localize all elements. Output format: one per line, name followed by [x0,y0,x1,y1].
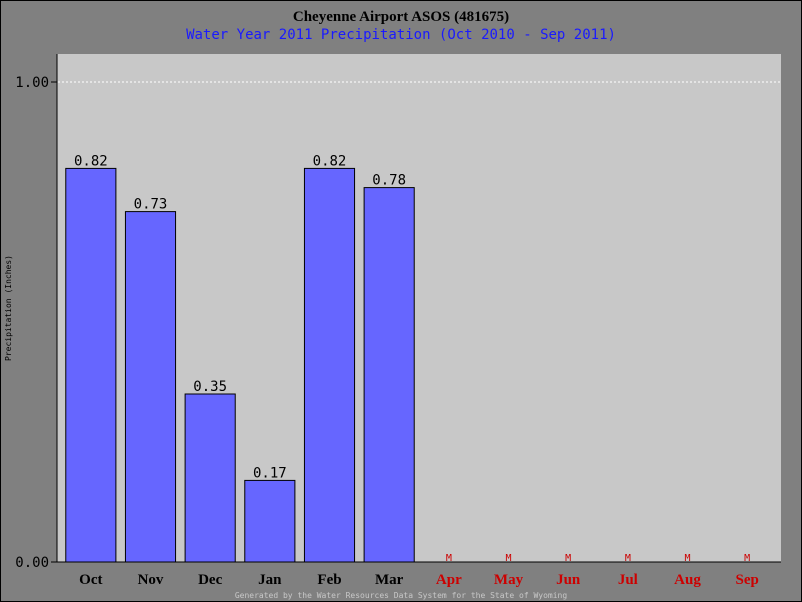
chart-subtitle: Water Year 2011 Precipitation (Oct 2010 … [186,27,616,43]
missing-marker-sep: M [744,553,750,564]
x-tick-label-feb: Feb [317,572,341,588]
x-tick-label-jun: Jun [556,572,581,588]
bar-dec [184,393,236,563]
y-ticks: 0.00 1.00 [15,75,57,571]
x-tick-label-dec: Dec [198,572,222,588]
bar-oct [65,167,117,563]
footer-credit: Generated by the Water Resources Data Sy… [235,591,568,600]
x-tick-labels: Oct Nov Dec Jan Feb Mar Apr May Jun Jul Aug Sep [79,572,759,588]
x-tick-label-mar: Mar [375,572,404,588]
y-axis-label: Precipitation (Inches) [4,255,13,361]
x-tick-label-sep: Sep [735,572,758,588]
missing-marker-apr: M [446,553,452,564]
missing-marker-aug: M [684,553,690,564]
y-tick-label: 0.00 [15,555,49,571]
value-label-feb: 0.82 [313,153,347,169]
chart-title: Cheyenne Airport ASOS (481675) [293,9,509,25]
plot-area [57,54,781,562]
x-tick-label-nov: Nov [138,572,164,588]
value-label-dec: 0.35 [193,379,227,395]
value-label-jan: 0.17 [253,465,287,481]
missing-marker-jun: M [565,553,571,564]
bars [65,167,415,563]
bar-feb [303,167,356,563]
x-tick-label-apr: Apr [436,572,462,588]
x-tick-label-may: May [494,572,524,588]
x-tick-label-jul: Jul [618,572,638,588]
x-tick-label-aug: Aug [674,572,701,588]
bar-nov [124,211,177,563]
value-labels: 0.82 0.73 0.35 0.17 0.82 0.78 M M M M M M [74,153,750,564]
bar-jan [244,479,296,563]
missing-marker-jul: M [625,553,631,564]
missing-marker-may: M [505,553,511,564]
value-label-mar: 0.78 [372,173,406,189]
bar-mar [363,187,415,563]
value-label-oct: 0.82 [74,153,108,169]
y-tick-label: 1.00 [15,75,49,91]
value-label-nov: 0.73 [134,197,168,213]
x-tick-label-jan: Jan [258,572,282,588]
x-tick-label-oct: Oct [79,572,102,588]
